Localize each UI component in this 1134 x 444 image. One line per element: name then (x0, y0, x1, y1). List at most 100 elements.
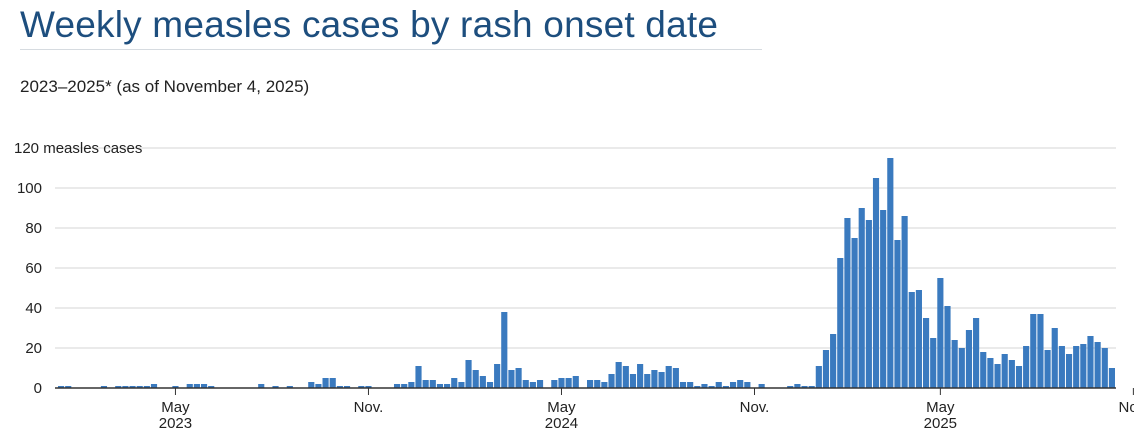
bar: 2024-W29: 7 (629, 374, 637, 388)
bar: 2025-W24: 29 (965, 330, 973, 388)
bar: 2025-W17: 49 (915, 290, 922, 388)
bar: 2025-W29: 17 (1001, 354, 1008, 388)
bar: 2025-W33: 37 (1030, 314, 1037, 388)
bar: 2025-W32: 21 (1023, 346, 1030, 388)
bar: 2025-W25: 35 (973, 318, 980, 388)
bar: 2024-W15: 3 (529, 382, 536, 388)
bar: 2023-W50: 3 (408, 382, 415, 388)
bar: 2023-W19: 2 (186, 384, 193, 388)
bar: 2024-W37: 3 (687, 382, 694, 388)
bar: 2025-W07: 85 (844, 218, 851, 388)
bar: 2023-W09: 1 (115, 386, 122, 388)
bar: 2023-W11: 1 (129, 386, 136, 388)
bar: 2023-W33: 1 (286, 386, 293, 388)
bar: 2024-W36: 3 (679, 382, 687, 388)
bar: 2024-W06: 14 (465, 360, 472, 388)
bar: 2023-W48: 2 (393, 384, 401, 388)
bar: 2025-W19: 25 (930, 338, 937, 388)
bar: 2025-W26: 18 (980, 352, 987, 388)
x-tick-label: Nov. (354, 399, 384, 416)
gridlines (55, 147, 1116, 349)
bar: 2023-W17: 1 (172, 386, 179, 388)
bar: 2023-W36: 3 (308, 382, 315, 388)
bar: 2025-W21: 41 (944, 306, 951, 388)
bar: 2025-W02: 1 (808, 386, 815, 388)
bar: 2024-W21: 6 (572, 376, 579, 388)
y-tick-label: 60 (25, 260, 42, 277)
y-tick-label: 80 (25, 220, 42, 237)
bar: 2024-W28: 11 (622, 366, 629, 388)
bar: 2023-W38: 5 (322, 378, 329, 388)
bar: 2023-W37: 2 (315, 384, 322, 388)
bar: 2024-W34: 11 (665, 366, 672, 388)
bar: 2023-W52: 4 (422, 380, 429, 388)
x-tick-label: Nov. (1119, 399, 1134, 416)
bar: 2023-W12: 1 (136, 386, 143, 388)
bar: 2023-W22: 1 (208, 386, 215, 388)
bar: 2024-W18: 4 (551, 380, 558, 388)
title-divider (20, 49, 762, 50)
bar: 2023-W20: 2 (193, 384, 200, 388)
bar: 2025-W41: 26 (1087, 336, 1094, 388)
bar: 2025-W38: 17 (1065, 354, 1073, 388)
bar: 2024-W04: 5 (451, 378, 458, 388)
bar: 2025-W34: 37 (1037, 314, 1044, 388)
bar: 2024-W10: 12 (494, 364, 501, 388)
bar: 2024-W45: 3 (744, 382, 751, 388)
x-year-label: 2025 (924, 415, 957, 432)
bar: 2025-W09: 90 (858, 208, 865, 388)
bar: 2025-W13: 115 (887, 158, 894, 388)
bar: 2025-W08: 75 (851, 238, 858, 388)
bar: 2023-W44: 1 (365, 386, 372, 388)
bar: 2024-W05: 3 (458, 382, 465, 388)
bar: 2025-W10: 84 (865, 220, 872, 388)
bar: 2024-W09: 3 (486, 382, 494, 388)
bar: 2024-W44: 4 (737, 380, 744, 388)
bar: 2025-W31: 11 (1015, 366, 1023, 388)
bar: 2025-W20: 55 (937, 278, 944, 388)
bar: 2024-W07: 9 (472, 370, 479, 388)
bar: 2024-W33: 8 (658, 372, 665, 388)
bar: 2024-W26: 7 (608, 374, 615, 388)
x-year-label: 2024 (545, 415, 578, 432)
bar: 2024-W32: 9 (651, 370, 658, 388)
bar: 2024-W03: 2 (444, 384, 451, 388)
bar: 2025-W14: 74 (894, 240, 901, 388)
bar: 2025-W01: 1 (801, 386, 808, 388)
bar: 2023-W10: 1 (122, 386, 129, 388)
y-tick-label: 120 measles cases (14, 140, 142, 157)
bar: 2025-W04: 19 (822, 350, 830, 388)
bar: 2024-W30: 12 (637, 364, 644, 388)
bar: 2025-W27: 15 (987, 358, 994, 388)
bar: 2025-W37: 21 (1058, 346, 1065, 388)
bar: 2024-W01: 4 (429, 380, 436, 388)
bar: 2024-W43: 3 (729, 382, 737, 388)
bar: 2023-W29: 2 (258, 384, 265, 388)
bar: 2024-W23: 4 (587, 380, 594, 388)
x-tick-label: May (926, 399, 955, 416)
bar: 2025-W03: 11 (815, 366, 822, 388)
bar: 2023-W39: 5 (329, 378, 336, 388)
bar: 2023-W49: 2 (401, 384, 408, 388)
bar: 2025-W05: 27 (830, 334, 837, 388)
y-tick-label: 40 (25, 300, 42, 317)
bar: 2025-W42: 23 (1094, 342, 1101, 388)
bar: 2024-W39: 2 (701, 384, 708, 388)
bar: 2025-W16: 48 (908, 292, 915, 388)
bars: 2023-W01: 12023-W02: 1 2023-W07: 1 2023-W0… (58, 158, 1115, 388)
bar: 2024-W35: 10 (672, 368, 679, 388)
bar: 2025-W36: 30 (1051, 328, 1058, 388)
y-axis-labels: 0 20 40 60 80 100 120 measles cases (14, 140, 142, 397)
bar: 2025-W40: 22 (1080, 344, 1087, 388)
bar: 2024-W27: 13 (615, 362, 622, 388)
bar: 2025-W12: 89 (880, 210, 887, 388)
x-year-label: 2023 (159, 415, 192, 432)
y-tick-label: 0 (34, 380, 42, 397)
bar: 2024-W51: 1 (787, 386, 794, 388)
bar: 2024-W11: 38 (501, 312, 508, 388)
bar: 2023-W40: 1 (336, 386, 343, 388)
bar: 2025-W23: 20 (958, 348, 965, 388)
bar: 2025-W28: 12 (994, 364, 1001, 388)
